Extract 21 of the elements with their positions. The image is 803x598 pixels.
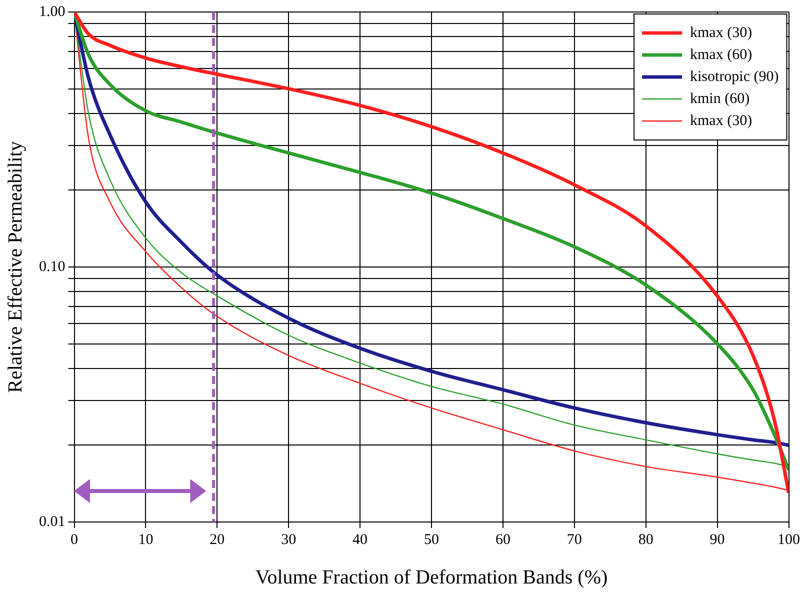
y-tick-label: 0.10 [39, 258, 66, 275]
x-tick-label: 100 [778, 532, 800, 548]
legend-label: kmax (30) [690, 112, 752, 129]
legend-label: kmax (60) [690, 46, 752, 63]
x-tick-label: 40 [352, 532, 368, 548]
x-tick-label: 20 [210, 532, 225, 548]
x-tick-label: 90 [710, 532, 725, 548]
y-tick-label: 0.01 [39, 514, 66, 530]
x-tick-label: 80 [638, 532, 654, 548]
y-axis-title: Relative Effective Permeability [4, 141, 26, 393]
x-tick-label: 10 [138, 532, 154, 548]
x-tick-label: 50 [424, 532, 439, 548]
legend-label: kisotropic (90) [690, 68, 779, 85]
x-tick-label: 60 [495, 532, 510, 548]
x-tick-label: 30 [281, 532, 296, 548]
legend-label: kmax (30) [690, 24, 752, 41]
x-tick-label: 0 [70, 532, 78, 548]
x-axis-title: Volume Fraction of Deformation Bands (%) [255, 566, 608, 588]
y-tick-label: 1.00 [39, 4, 66, 20]
x-tick-label: 70 [566, 532, 582, 548]
legend-label: kmin (60) [690, 90, 750, 107]
